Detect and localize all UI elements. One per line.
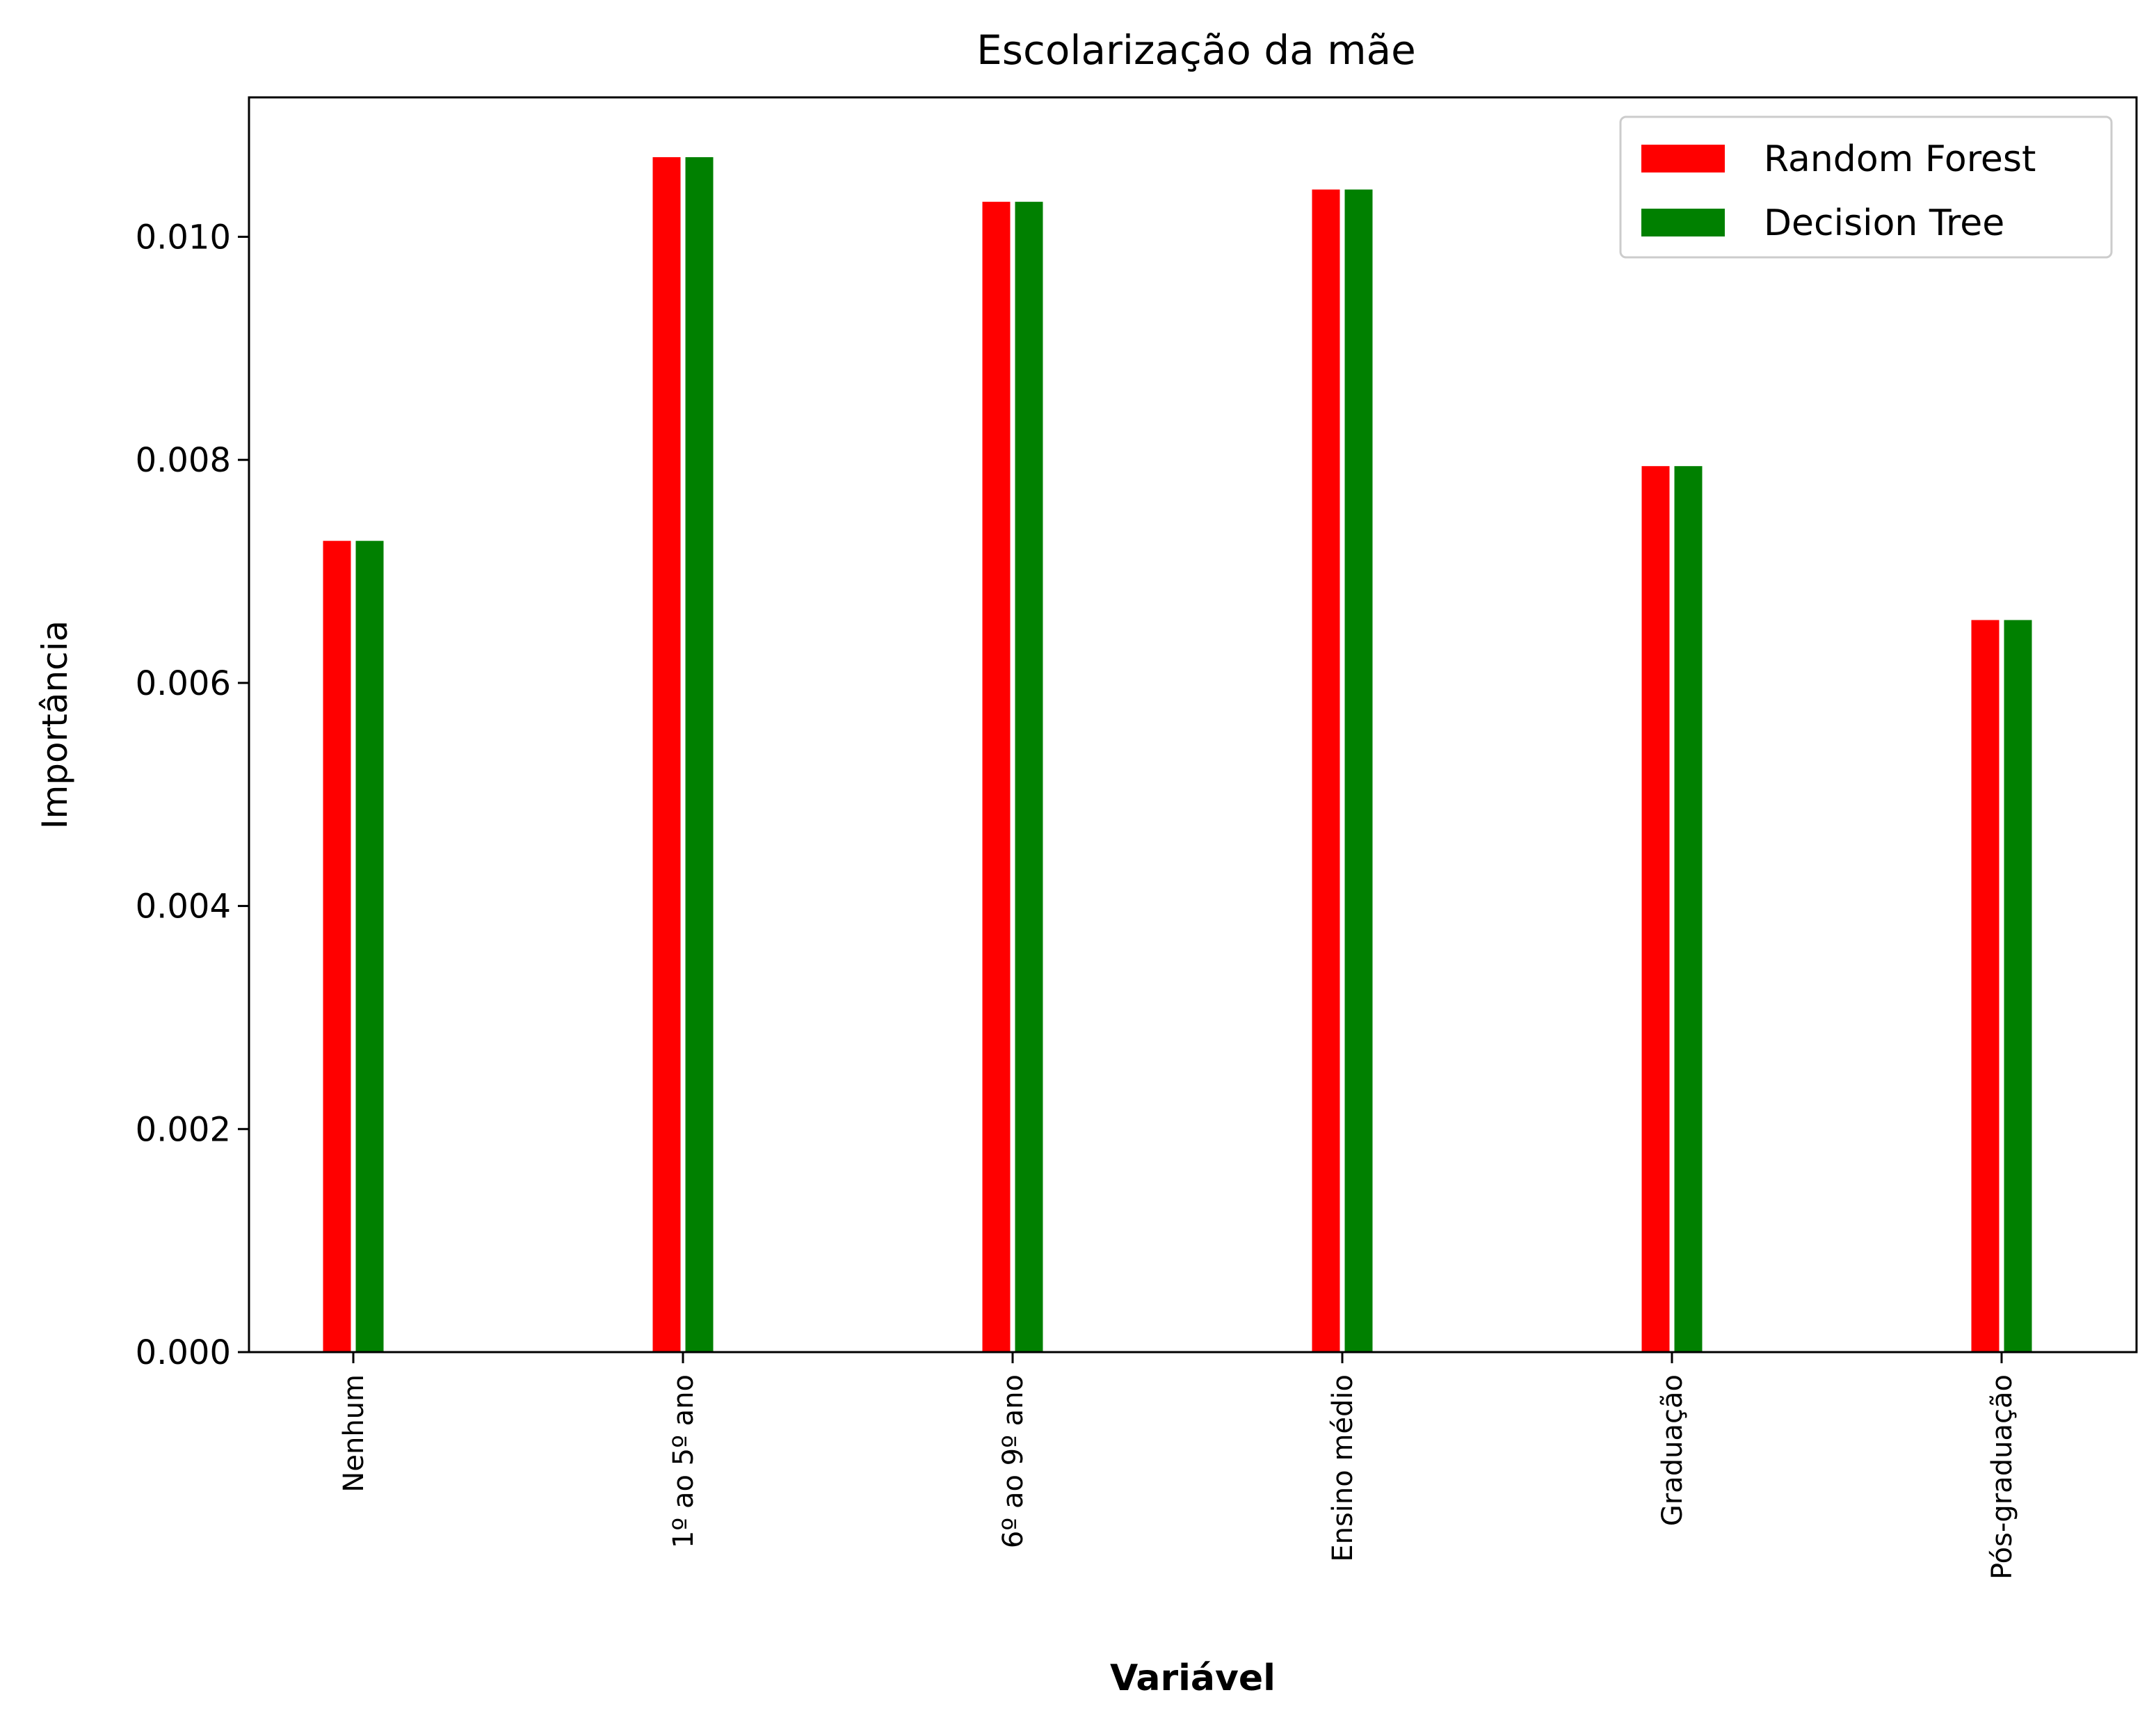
y-axis-label: Importância (35, 620, 75, 829)
x-tick-label: Graduação (1657, 1374, 1689, 1526)
bar-decision-tree (354, 539, 385, 1353)
bar-random-forest (981, 200, 1012, 1354)
y-axis: 0.000 0.002 0.004 0.006 0.008 0.010 (136, 218, 249, 1372)
bar-decision-tree (1673, 465, 1704, 1353)
y-tick-label: 0.008 (136, 441, 231, 480)
bar-random-forest (1640, 465, 1671, 1353)
plot-frame (248, 96, 2138, 1354)
legend-swatch (1641, 209, 1725, 236)
y-tick-label: 0.006 (136, 664, 231, 703)
chart-title: Escolarização da mãe (976, 26, 1416, 74)
legend: Random Forest Decision Tree (1619, 115, 2113, 259)
x-tick-label: Ensino médio (1327, 1374, 1359, 1562)
bar-decision-tree (1343, 188, 1374, 1353)
x-tick-label: Pós-graduação (1986, 1374, 2018, 1580)
x-axis-label: Variável (1110, 1657, 1276, 1699)
bar-random-forest (1970, 618, 2001, 1353)
y-tick-label: 0.002 (136, 1110, 231, 1149)
legend-label: Random Forest (1764, 138, 2036, 180)
x-tick-label: 6º ao 9º ano (997, 1374, 1029, 1548)
x-tick-label: 1º ao 5º ano (668, 1374, 700, 1548)
bars-group (321, 155, 2034, 1354)
y-tick-label: 0.010 (136, 218, 231, 257)
bar-random-forest (321, 539, 353, 1353)
bar-random-forest (651, 155, 682, 1354)
x-tick-label: Nenhum (338, 1374, 370, 1493)
legend-label: Decision Tree (1764, 202, 2004, 244)
bar-decision-tree (2002, 618, 2034, 1353)
legend-box (1619, 115, 2113, 259)
bar-decision-tree (684, 155, 715, 1354)
x-axis: Nenhum 1º ao 5º ano 6º ao 9º ano Ensino méd… (338, 1352, 2018, 1580)
y-tick-label: 0.000 (136, 1333, 231, 1372)
bar-random-forest (1310, 188, 1342, 1353)
bar-decision-tree (1013, 200, 1045, 1354)
y-tick-label: 0.004 (136, 887, 231, 926)
legend-swatch (1641, 145, 1725, 172)
